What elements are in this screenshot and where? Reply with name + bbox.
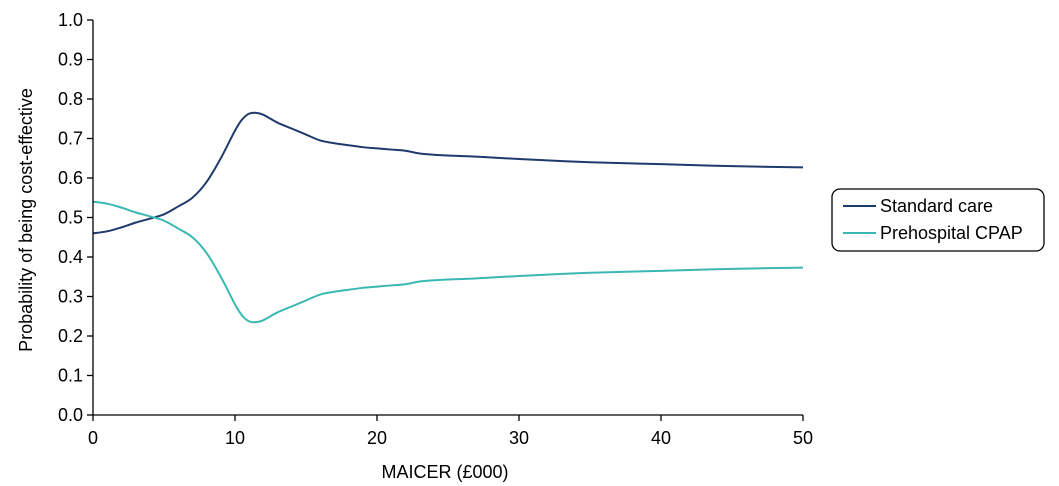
legend: Standard care Prehospital CPAP <box>831 188 1045 252</box>
plot-area <box>92 111 804 324</box>
y-tick-label: 0.9 <box>58 50 83 70</box>
x-tick-label: 30 <box>509 428 529 448</box>
x-tick-label: 50 <box>793 428 813 448</box>
x-axis: 0 10 20 30 40 50 <box>88 414 813 448</box>
y-tick-label: 0.6 <box>58 168 83 188</box>
y-tick-label: 0.3 <box>58 287 83 307</box>
x-axis-title: MAICER (£000) <box>381 462 508 482</box>
legend-label-standard-care: Standard care <box>880 196 993 216</box>
x-tick-label: 0 <box>88 428 98 448</box>
y-axis: 0.0 0.1 0.2 0.3 0.4 0.5 0.6 0.7 0.8 0.9 1.0 <box>58 10 94 425</box>
y-tick-label: 0.4 <box>58 247 83 267</box>
x-tick-label: 40 <box>651 428 671 448</box>
x-tick-label: 20 <box>367 428 387 448</box>
legend-box <box>831 188 1045 252</box>
legend-label-prehospital-cpap: Prehospital CPAP <box>880 223 1023 243</box>
series-line-standard-care <box>92 111 804 235</box>
y-tick-label: 0.2 <box>58 326 83 346</box>
y-tick-label: 0.0 <box>58 405 83 425</box>
y-tick-label: 0.8 <box>58 89 83 109</box>
y-axis-title: Probability of being cost-effective <box>16 88 36 352</box>
y-tick-label: 0.5 <box>58 208 83 228</box>
series-line-prehospital-cpap <box>92 200 804 324</box>
x-tick-label: 10 <box>225 428 245 448</box>
y-tick-label: 1.0 <box>58 10 83 30</box>
y-tick-label: 0.1 <box>58 366 83 386</box>
y-tick-label: 0.7 <box>58 129 83 149</box>
